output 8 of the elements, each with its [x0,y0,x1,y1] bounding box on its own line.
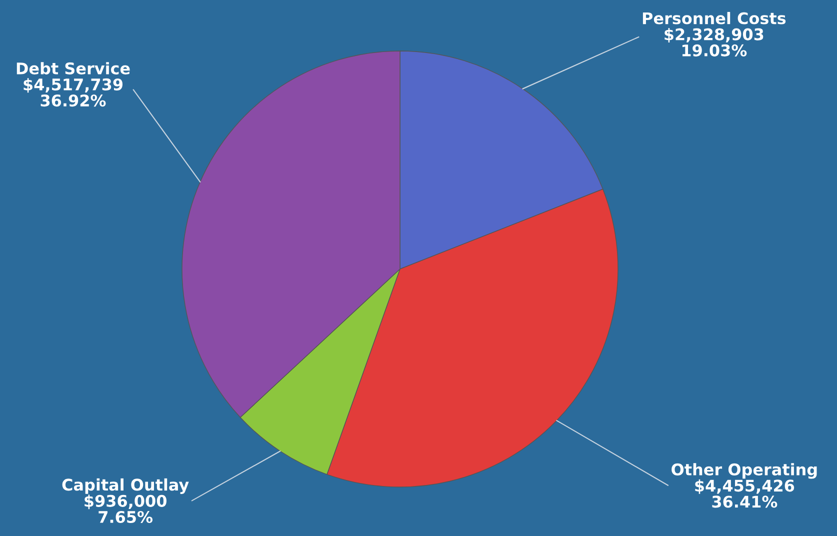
data-label: $4,455,426 36.41% [695,479,794,508]
data-label: $2,328,903 19.03% [664,28,764,56]
data-label: $936,000 7.65% [84,494,166,524]
data-label: $4,517,739 36.92% [24,78,122,107]
slice-label: Capital Outlay [62,478,189,494]
slice-label: Debt Service [16,62,130,74]
slice-label: Personnel Costs [642,12,786,24]
slice-label: Other Operating [672,463,817,479]
